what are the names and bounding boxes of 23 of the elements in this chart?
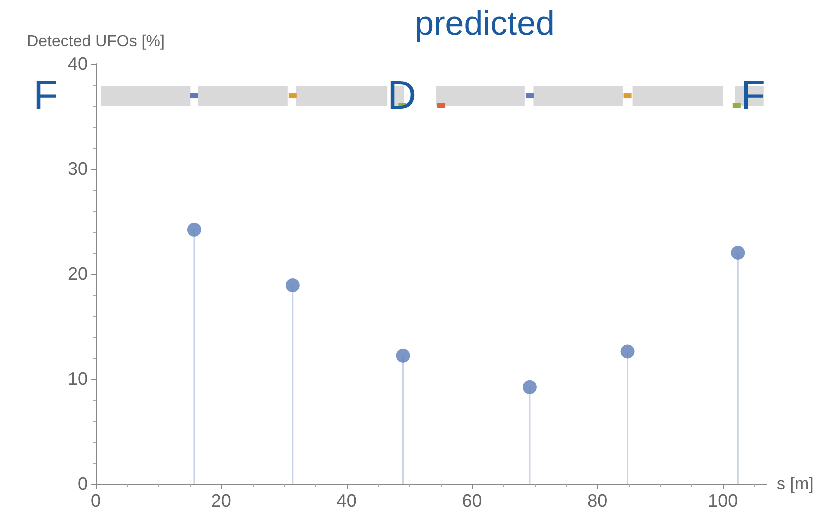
annotation: F — [740, 74, 766, 118]
point — [731, 246, 746, 260]
x-tick-label: 20 — [211, 491, 232, 510]
x-tick-label: 100 — [708, 491, 738, 510]
chart-title: predicted — [415, 5, 555, 43]
point — [522, 380, 537, 394]
x-tick-label: 40 — [336, 491, 357, 510]
point — [187, 222, 202, 237]
y-tick-label: 30 — [68, 159, 88, 179]
y-tick-label: 10 — [68, 369, 88, 389]
x-axis-title: s [m] — [777, 474, 814, 494]
x-tick-label: 60 — [462, 491, 482, 510]
text: F — [34, 74, 58, 118]
x-tick-label: 0 — [90, 491, 102, 510]
y-tick-label: 20 — [68, 264, 88, 284]
y-tick-label: 40 — [68, 54, 88, 74]
point — [286, 278, 300, 293]
y-tick-label: 0 — [78, 474, 88, 494]
y-axis-title: Detected UFOs [%] — [27, 34, 165, 50]
x-tick-label: 80 — [588, 491, 608, 510]
annotation: D — [388, 74, 416, 118]
point — [396, 348, 410, 363]
point — [620, 344, 635, 359]
